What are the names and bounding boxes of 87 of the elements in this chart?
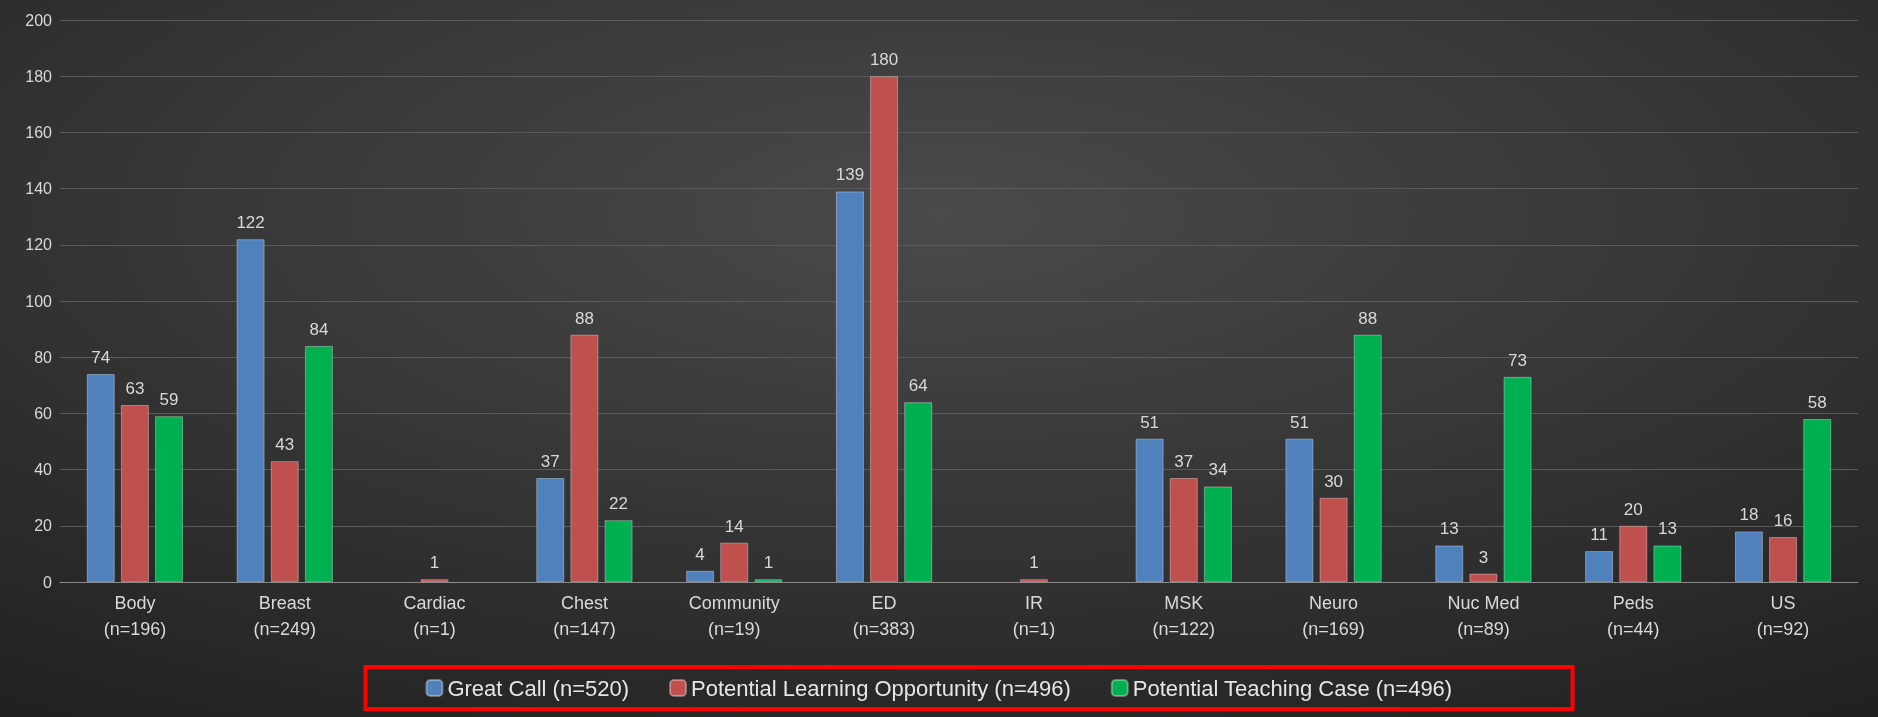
data-label: 180 <box>869 50 899 70</box>
bar <box>1319 497 1348 582</box>
legend-label: Great Call (n=520) <box>447 675 630 701</box>
bar <box>1169 478 1198 582</box>
legend-label: Potential Learning Opportunity (n=496) <box>691 675 1071 701</box>
y-tick-label: 100 <box>25 292 53 310</box>
y-tick-label: 160 <box>25 123 53 141</box>
bar <box>1653 545 1682 582</box>
data-label: 22 <box>609 494 629 514</box>
x-tick-label: IR (n=1) <box>1012 593 1056 639</box>
x-tick-label: ED (n=383) <box>852 593 916 639</box>
bar <box>904 402 933 582</box>
data-label: 4 <box>695 544 705 564</box>
data-label: 84 <box>309 319 329 339</box>
bar <box>536 478 565 582</box>
data-label: 37 <box>540 452 560 472</box>
y-tick-label: 80 <box>34 348 53 366</box>
data-label: 43 <box>275 435 295 455</box>
bar <box>1203 486 1232 582</box>
data-label: 20 <box>1623 499 1643 519</box>
data-label: 13 <box>1439 519 1459 539</box>
data-label: 51 <box>1289 412 1309 432</box>
x-tick-label: Body (n=196) <box>103 593 167 639</box>
data-label: 64 <box>908 376 928 396</box>
y-tick-label: 200 <box>25 11 53 29</box>
bar <box>1135 438 1164 582</box>
data-label: 3 <box>1478 547 1489 567</box>
bar <box>1285 438 1314 582</box>
data-label: 18 <box>1739 505 1759 525</box>
x-tick-label: Breast (n=249) <box>253 593 317 639</box>
y-tick-label: 40 <box>34 461 53 479</box>
data-label: 139 <box>835 165 865 185</box>
x-tick-label: Chest (n=147) <box>553 593 616 639</box>
data-label: 1 <box>429 553 440 573</box>
bar <box>1619 525 1648 582</box>
y-tick-label: 140 <box>25 180 53 198</box>
bar <box>155 416 184 582</box>
x-tick-label: US (n=92) <box>1756 593 1810 639</box>
x-tick-label: Peds (n=44) <box>1606 593 1660 639</box>
data-label: 59 <box>159 390 179 410</box>
data-label: 58 <box>1807 393 1827 413</box>
data-label: 16 <box>1773 511 1793 531</box>
data-label: 34 <box>1208 460 1228 480</box>
x-tick-label: Community (n=19) <box>688 593 780 639</box>
legend-label: Potential Teaching Case (n=496) <box>1132 675 1453 701</box>
bar <box>1585 551 1614 582</box>
x-tick-label: MSK (n=122) <box>1152 593 1216 639</box>
bar <box>1469 573 1498 582</box>
data-label: 14 <box>724 516 744 536</box>
bar <box>270 461 299 582</box>
bar <box>1353 334 1382 582</box>
data-label: 11 <box>1590 525 1608 545</box>
y-tick-label: 20 <box>34 517 53 535</box>
y-tick-label: 120 <box>25 236 53 254</box>
bar <box>120 404 149 582</box>
data-label: 51 <box>1140 412 1160 432</box>
bar <box>686 570 715 582</box>
data-label: 1 <box>763 553 774 573</box>
data-label: 88 <box>1358 308 1378 328</box>
data-label: 63 <box>125 378 145 398</box>
data-label: 88 <box>574 308 594 328</box>
bar <box>835 191 864 582</box>
bar <box>604 520 633 582</box>
bar <box>870 76 899 582</box>
bar <box>720 542 749 582</box>
data-label: 37 <box>1174 452 1194 472</box>
bar <box>1503 376 1532 582</box>
y-tick-label: 180 <box>25 67 53 85</box>
data-label: 13 <box>1657 519 1677 539</box>
data-label: 73 <box>1508 350 1528 370</box>
data-label: 74 <box>91 348 111 368</box>
bar <box>86 374 115 582</box>
x-tick-label: Cardiac (n=1) <box>403 593 466 639</box>
bar <box>236 239 265 582</box>
bar <box>570 334 599 582</box>
data-label: 1 <box>1029 553 1039 573</box>
bar <box>304 345 333 582</box>
data-label: 30 <box>1324 471 1344 491</box>
y-tick-label: 0 <box>43 573 53 591</box>
bar <box>1435 545 1464 582</box>
bar <box>1803 419 1832 582</box>
x-tick-label: Neuro (n=169) <box>1302 593 1365 639</box>
data-label: 122 <box>236 213 265 233</box>
y-tick-label: 60 <box>34 404 53 422</box>
x-tick-label: Nuc Med (n=89) <box>1447 593 1520 639</box>
bar <box>1734 531 1763 582</box>
bar <box>1769 537 1798 582</box>
